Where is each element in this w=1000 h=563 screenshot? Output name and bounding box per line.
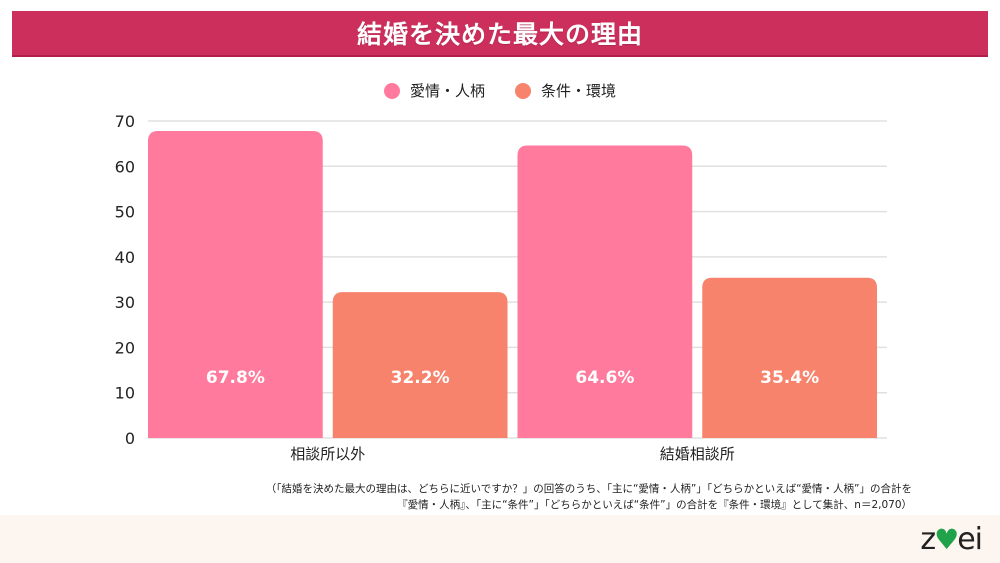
legend-dot-icon xyxy=(515,82,531,99)
bar-affection xyxy=(517,145,693,438)
y-tick-label: 20 xyxy=(115,338,135,357)
heart-icon: ♥ xyxy=(934,522,959,556)
bar-conditions xyxy=(702,277,877,438)
legend-item-series2: 条件・環境 xyxy=(515,80,616,101)
logo-text-right: ei xyxy=(957,521,983,557)
y-tick-label: 10 xyxy=(115,384,135,403)
footnote-line-2: 『愛情・人柄』、「主に“条件”」「どちらかといえば“条件”」の合計を『条件・環境… xyxy=(397,499,912,511)
x-category-label: 結婚相談所 xyxy=(660,445,735,463)
y-tick-label: 30 xyxy=(115,293,135,312)
title-banner: 結婚を決めた最大の理由 xyxy=(12,11,988,57)
legend-label: 愛情・人柄 xyxy=(409,82,485,100)
chart-title: 結婚を決めた最大の理由 xyxy=(356,20,643,49)
y-tick-label: 40 xyxy=(115,248,135,267)
data-label: 35.4% xyxy=(760,368,819,388)
footer-band xyxy=(0,515,1000,563)
y-tick-label: 50 xyxy=(115,203,135,222)
y-tick-label: 0 xyxy=(125,429,135,448)
footnote-line-1: （「結婚を決めた最大の理由は、どちらに近いですか？」の回答のうち、「主に“愛情・… xyxy=(265,483,912,495)
legend-item-series1: 愛情・人柄 xyxy=(383,80,485,101)
legend-label: 条件・環境 xyxy=(541,82,617,100)
data-label: 64.6% xyxy=(575,368,634,388)
data-label: 32.2% xyxy=(391,368,450,388)
x-category-label: 相談所以外 xyxy=(290,445,365,463)
bar-conditions xyxy=(332,292,508,438)
legend: 愛情・人柄 条件・環境 xyxy=(0,80,1000,101)
zwei-logo: z ♥ ei xyxy=(920,519,983,559)
y-tick-label: 70 xyxy=(115,112,135,131)
legend-dot-icon xyxy=(383,82,400,99)
logo-text-left: z xyxy=(920,521,936,557)
data-label: 67.8% xyxy=(206,368,265,388)
bar-affection xyxy=(148,130,323,438)
footnote: （「結婚を決めた最大の理由は、どちらに近いですか？」の回答のうち、「主に“愛情・… xyxy=(266,481,912,513)
y-tick-label: 60 xyxy=(115,157,135,176)
